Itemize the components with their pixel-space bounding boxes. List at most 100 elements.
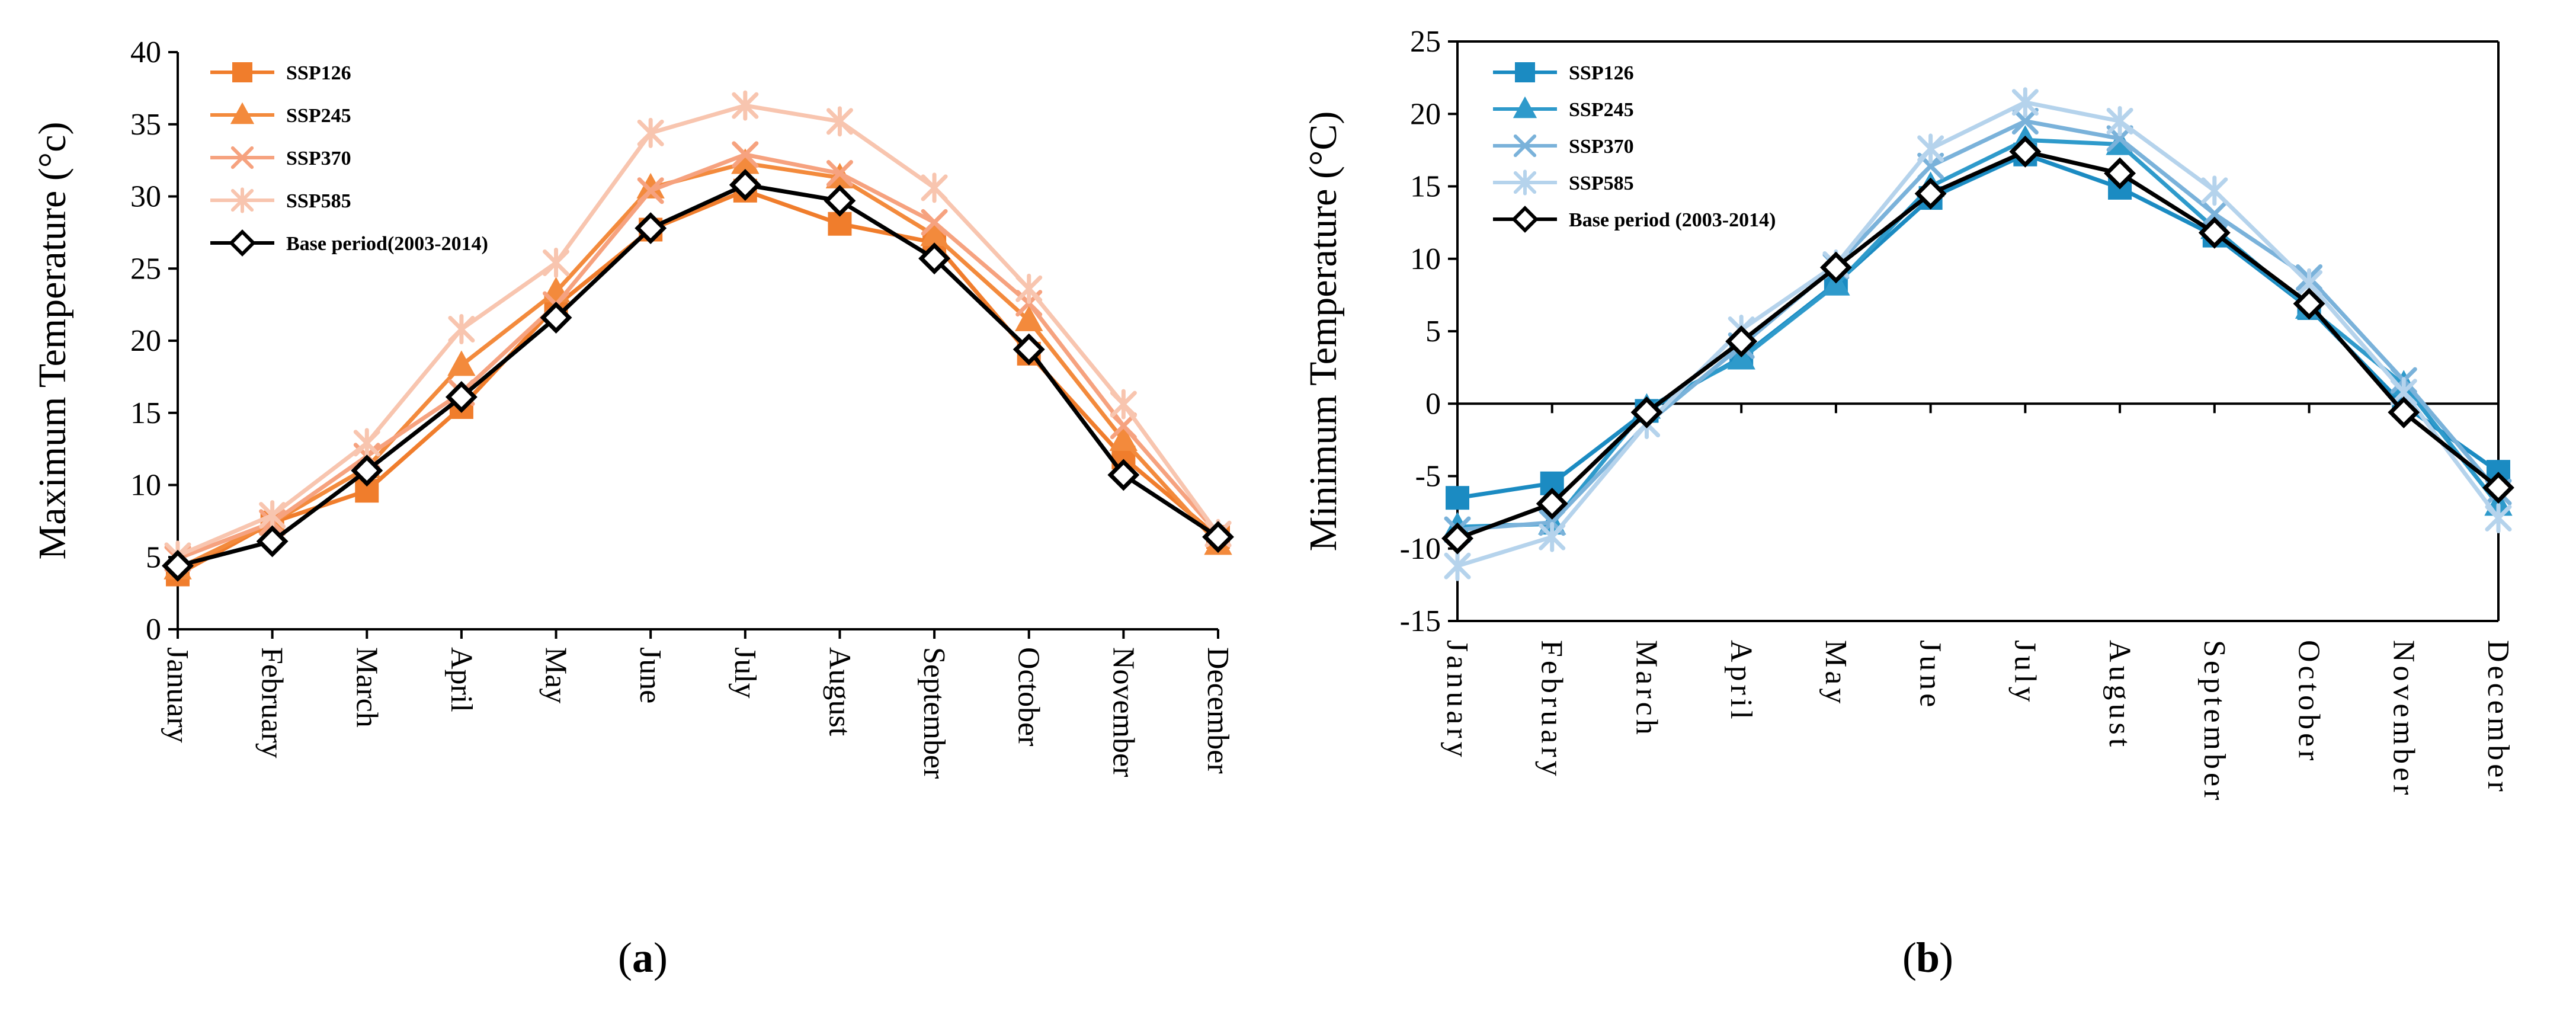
panel-a-xtick-label: June [633,647,667,703]
panel-a-data-point [824,184,856,217]
panel-a-legend-marker [230,187,254,213]
svg-text:(: ( [618,934,632,981]
panel-a-data-point [1015,305,1043,331]
panel-b-legend-marker-group [1511,206,1539,233]
panel-b-data-point [2293,287,2325,320]
panel-b-label: b [1916,934,1940,981]
panel-b-series-line [1456,100,2500,568]
panel-a-series-base [162,169,1234,582]
panel-b-legend-marker [1513,96,1537,119]
panel-a-data-point [918,242,951,275]
panel-b-y-axis-title: Minimum Temperature (°C) [1302,111,1345,552]
panel-a-legend-marker [232,62,252,82]
panel-b-legend-label: SSP245 [1569,99,1634,121]
panel-a-ytick-label: 25 [130,252,161,286]
panel-a-ytick-label: 0 [146,613,161,646]
panel-a-legend-marker [229,229,256,257]
panel-a-data-point [1109,425,1138,452]
panel-a-data-point [259,500,286,531]
panel-b-xtick-label: October [2292,640,2326,764]
panel-b-ytick-label: 20 [1410,97,1441,131]
panel-b-legend: SSP126 SSP245 SSP370 SSP585 Base period (200… [1493,62,1776,233]
panel-b-data-point [2009,135,2042,168]
panel-a-xtick-label: November [1106,647,1140,777]
panel-b-data-point [1630,396,1663,428]
panel-b-legend-marker-group [1513,134,1537,158]
panel-a-legend-label: SSP245 [286,105,351,127]
panel-b-ytick-label: 0 [1425,387,1441,421]
panel-a-xtick-label: October [1012,647,1046,746]
panel-a-y-axis-title: Maximum Temperature (°c) [31,122,74,560]
panel-a-legend-label: SSP585 [286,190,351,212]
panel-b-xtick-label: August [2103,640,2136,750]
panel-a-data-point [445,381,478,413]
panel-b-data-point [2482,472,2514,504]
panel-a-data-point [826,160,853,187]
panel-b-xtick-label: December [2481,640,2515,795]
panel-a-data-point [921,172,948,203]
panel-b-data-point [2485,502,2512,533]
panel-b-xtick-label: February [1535,640,1569,780]
panel-b-xtick-label: July [2008,640,2042,706]
panel-b-xtick-label: April [1724,640,1758,723]
panel-a-data-point [732,141,759,168]
panel-b-data-point [1914,177,1947,210]
panel-b-legend-marker-group [1513,96,1537,119]
panel-b-legend-label: SSP370 [1569,136,1634,158]
panel-b-data-point [1539,521,1566,552]
panel-a-ytick-label: 15 [130,396,161,430]
panel-a-data-point [1013,333,1045,366]
panel-b-ytick-label: -5 [1415,460,1441,494]
panel-a-xtick-label: January [161,647,194,743]
panel-b-ytick-label: 5 [1425,315,1441,348]
panel-b-data-point [2106,105,2133,136]
panel-a-data-point [732,90,759,121]
panel-b-legend-label: SSP585 [1569,172,1634,194]
panel-b-caption: ( b ) [1902,934,1953,981]
panel-a-xtick-label: April [444,647,478,712]
panel-b-data-point [1536,488,1568,520]
panel-a-xtick-label: August [822,647,856,737]
panel-b-legend-marker [1511,206,1539,233]
panel-a-data-point [637,117,664,148]
panel-a-legend-marker [230,102,255,124]
panel-a-data-point [1015,273,1043,304]
panel-b-xtick-label: November [2386,640,2420,798]
panel-b-xtick-label: May [1819,640,1853,707]
panel-a-xtick-label: September [917,647,951,779]
panel-a-ytick-label: 40 [130,36,161,69]
panel-a-ytick-label: 10 [130,469,161,502]
panel-a-max-temperature-chart: 0 5 10 15 20 25 30 35 40 January February March Apri… [31,36,1235,779]
panel-a-series-ssp585 [164,90,1232,571]
panel-b-xtick-label: September [2197,640,2231,803]
panel-a-legend-marker-group [230,146,254,169]
panel-b-ytick-label: -10 [1400,532,1441,566]
panel-b-ytick-label: 10 [1410,242,1441,276]
panel-a-legend-marker-group [230,187,254,213]
panel-b-ytick-label: 25 [1410,25,1441,59]
panel-a-xtick-label: July [728,647,762,699]
panel-a-series-line [177,152,1220,561]
panel-b-data-point [1441,522,1473,555]
panel-a-legend-marker-group [230,102,255,124]
panel-a-data-point [256,525,289,558]
panel-a-xtick-label: May [539,647,573,703]
panel-a-ytick-label: 20 [130,324,161,358]
panel-b-legend-marker [1513,169,1537,196]
panel-b-legend-marker [1514,62,1535,82]
panel-b-data-point [1917,133,1944,164]
panel-a-data-point [351,454,383,487]
panel-a-data-point [1107,459,1140,491]
panel-b-data-point [2104,157,2136,190]
panel-a-data-point [637,177,664,204]
panel-a-data-point [826,106,853,137]
panel-a-legend-marker-group [229,229,256,257]
panel-a-data-point [1110,412,1137,440]
panel-a-data-point [447,350,476,376]
panel-b-data-point [1446,486,1469,510]
panel-a-legend-marker-group [232,62,252,82]
panel-b-series-line [1456,149,2500,540]
svg-text:): ) [1939,934,1953,981]
panel-a-series-line [177,103,1220,558]
